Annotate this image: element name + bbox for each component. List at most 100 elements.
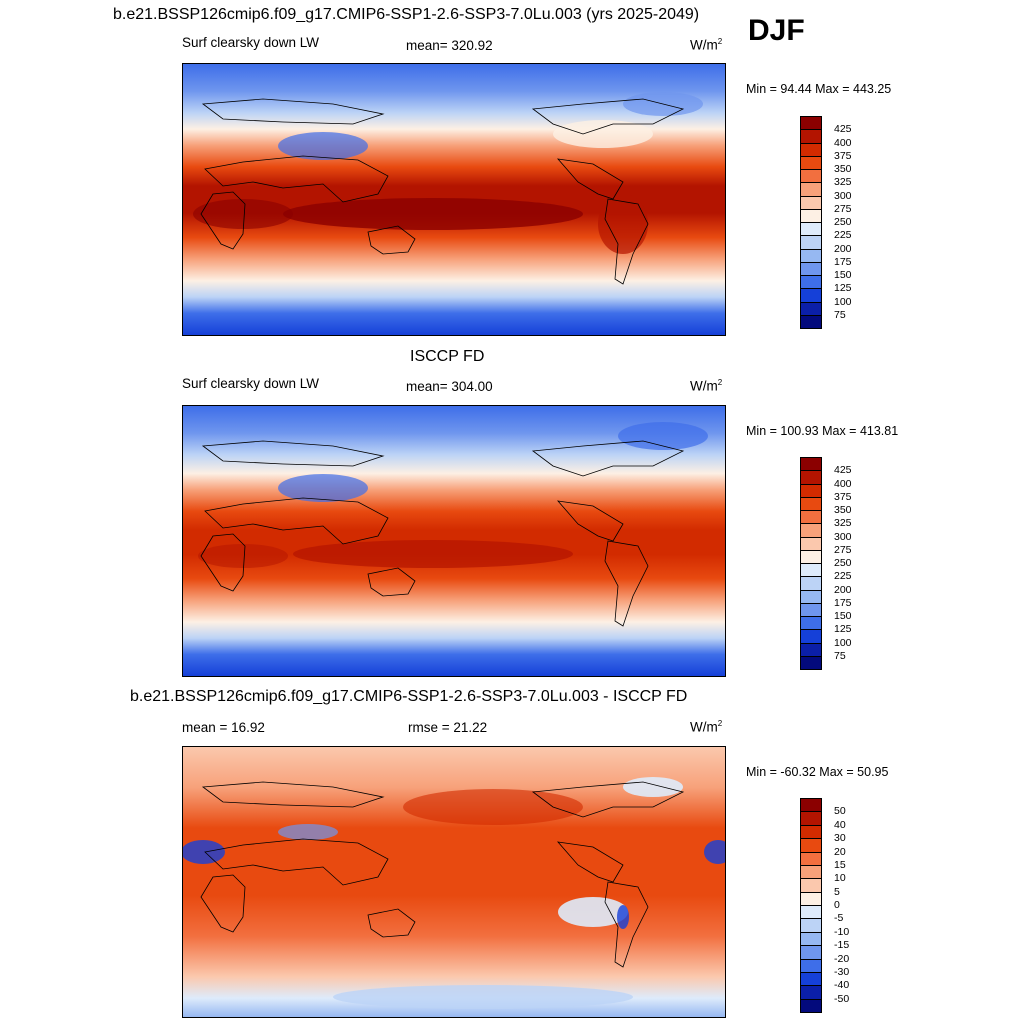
colorbar-swatch [800,195,822,210]
colorbar-tick-label: 375 [834,490,852,503]
colorbar-swatch [800,905,822,920]
colorbar-swatch [800,851,822,866]
colorbar-swatch [800,918,822,933]
colorbar-swatch [800,864,822,880]
colorbar-tick-label: 200 [834,583,852,596]
colorbar-swatch [800,235,822,250]
colorbar-tick-label: 5 [834,885,840,898]
colorbar-swatch [800,576,822,591]
colorbar-tick-label: 75 [834,649,846,662]
colorbar-tick-label: 275 [834,202,852,215]
colorbar-swatch [800,536,822,551]
colorbar-swatch [800,878,822,893]
colorbar-tick-label: 225 [834,229,852,242]
panel-1-units: W/m2 [690,37,723,53]
colorbar-tick-label: 275 [834,543,852,556]
colorbar-swatch [800,998,822,1013]
colorbar-tick-label: 50 [834,805,846,818]
panel-2-coastlines [200,440,685,627]
colorbar-swatch [800,549,822,564]
colorbar-tick-label: -20 [834,952,850,965]
colorbar-tick-label: 150 [834,610,852,622]
colorbar-tick-label: 0 [834,899,840,911]
colorbar-swatch [800,891,822,906]
colorbar-tick-label: 425 [834,123,852,136]
colorbar-swatch [800,655,822,670]
colorbar-swatch [800,116,822,131]
colorbar-swatch [800,642,822,657]
colorbar-swatch [800,510,822,525]
colorbar-swatch [800,798,822,813]
panel-2-map-field [183,406,725,676]
colorbar-swatch [800,945,822,960]
season-label: DJF [748,14,805,47]
colorbar-tick-label: 75 [834,308,846,321]
colorbar-tick-label: 300 [834,189,852,202]
colorbar-tick-label: 100 [834,295,852,308]
colorbar-swatch [800,523,822,538]
panel-2-title: ISCCP FD [410,348,485,365]
colorbar-tick-label: 200 [834,242,852,255]
panel-3-colorbar: 50 40 30 20 15 10 5 0 -5 -10 -15 -20 -30 -40 -50 [800,798,880,1013]
colorbar-tick-label: 425 [834,464,852,477]
colorbar-swatch [800,496,822,511]
colorbar-tick-label: 325 [834,517,852,530]
colorbar-tick-label: -10 [834,925,850,938]
colorbar-swatch [800,142,822,157]
colorbar-swatch [800,958,822,973]
panel-1-colorbar: 425 400 375 350 325 300 275 250 225 200 175 150 125 1… [800,116,880,329]
panel-3-rmse-label: rmse = 21.22 [408,720,488,735]
colorbar-swatch [800,811,822,826]
panel-2-units: W/m2 [690,378,723,394]
colorbar-swatch [800,261,822,276]
colorbar-tick-label: 300 [834,530,852,543]
colorbar-tick-label: 125 [834,282,852,295]
colorbar-swatch [800,602,822,617]
panel-2-map [182,405,726,677]
panel-2-variable-label: Surf clearsky down LW [182,376,320,391]
colorbar-tick-label: 325 [834,176,852,189]
panel-1-title: b.e21.BSSP126cmip6.f09_g17.CMIP6-SSP1-2.… [113,6,700,23]
colorbar-tick-label: 175 [834,596,852,609]
colorbar-swatch [800,971,822,987]
colorbar-swatch [800,155,822,170]
colorbar-tick-label: 100 [834,636,852,649]
colorbar-tick-label: 40 [834,818,846,831]
panel-3-title: b.e21.BSSP126cmip6.f09_g17.CMIP6-SSP1-2.… [130,688,688,705]
panel-3-minmax: Min = -60.32 Max = 50.95 [746,765,889,779]
panel-3-map [182,746,726,1018]
colorbar-tick-label: 350 [834,504,852,516]
panel-3-map-field [183,747,725,1017]
colorbar-tick-label: 175 [834,255,852,268]
colorbar-swatch [800,470,822,485]
colorbar-swatch [800,616,822,631]
colorbar-tick-label: 15 [834,858,846,871]
colorbar-swatch [800,563,822,578]
colorbar-swatch [800,169,822,184]
panel-2-mean-label: mean= 304.00 [406,379,493,394]
colorbar-tick-label: 225 [834,570,852,583]
colorbar-tick-label: 250 [834,557,852,569]
colorbar-swatch [800,314,822,329]
panel-2-colorbar: 425 400 375 350 325 300 275 250 225 200 175 150 125 1… [800,457,880,670]
colorbar-tick-label: -5 [834,912,844,925]
colorbar-swatch [800,629,822,644]
colorbar-swatch [800,248,822,263]
panel-3-mean-label: mean = 16.92 [182,720,265,735]
colorbar-swatch [800,301,822,316]
panel-2-minmax: Min = 100.93 Max = 413.81 [746,424,899,438]
panel-1-map-field [183,64,725,335]
colorbar-swatch [800,931,822,947]
colorbar-tick-label: 150 [834,269,852,281]
colorbar-tick-label: -15 [834,939,850,952]
panel-1-coastlines [200,98,685,285]
colorbar-swatch [800,985,822,1000]
colorbar-swatch [800,275,822,290]
colorbar-tick-label: 350 [834,163,852,175]
colorbar-swatch [800,483,822,498]
colorbar-swatch [800,589,822,604]
colorbar-tick-label: 400 [834,136,852,149]
colorbar-tick-label: 125 [834,623,852,636]
panel-3-coastlines [200,781,685,968]
colorbar-tick-label: 400 [834,477,852,490]
